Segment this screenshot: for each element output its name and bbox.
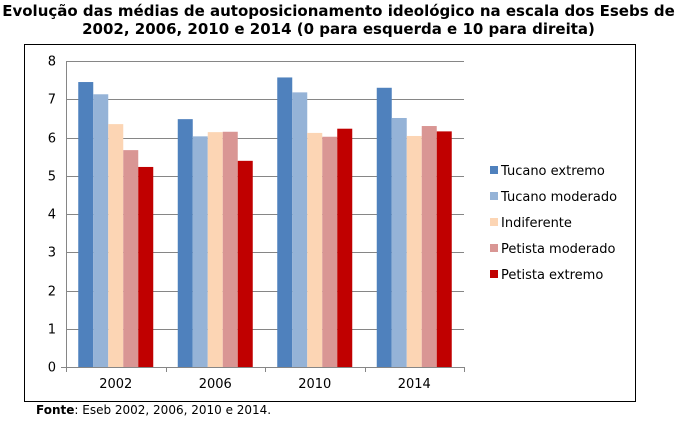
chart-title-line-2: 2002, 2006, 2010 e 2014 (0 para esquerda… <box>82 20 595 38</box>
y-tick-label-3: 3 <box>48 246 56 261</box>
legend-label-tucano-moderado: Tucano moderado <box>500 190 617 205</box>
bar-2014-petista-extremo <box>436 131 452 367</box>
bar-2010-indiferente <box>307 132 323 367</box>
bar-2002-petista-extremo <box>138 166 154 367</box>
bar-2010-petista-moderado <box>322 136 338 367</box>
bars <box>78 77 452 368</box>
bar-2006-tucano-extremo <box>177 119 193 367</box>
y-tick-label-4: 4 <box>48 208 56 223</box>
chart-title: Evolução das médias de autoposicionament… <box>0 2 677 38</box>
y-tick-label-8: 8 <box>48 55 56 70</box>
legend-swatch-petista-extremo <box>490 270 498 278</box>
legend-label-indiferente: Indiferente <box>501 216 572 231</box>
legend-label-petista-extremo: Petista extremo <box>501 268 603 283</box>
bar-2010-petista-extremo <box>337 128 353 367</box>
bar-2002-petista-moderado <box>123 150 139 367</box>
bar-2006-petista-extremo <box>237 160 253 367</box>
legend-swatch-indiferente <box>490 218 498 226</box>
bar-2010-tucano-moderado <box>292 92 308 368</box>
x-tick-label-2010: 2010 <box>298 377 331 392</box>
x-tick-label-2006: 2006 <box>199 377 232 392</box>
y-tick-label-6: 6 <box>48 132 56 147</box>
bar-2002-tucano-moderado <box>93 94 109 367</box>
bar-2010-tucano-extremo <box>277 77 293 367</box>
bar-2014-tucano-moderado <box>391 117 407 368</box>
bar-2014-tucano-extremo <box>376 87 392 368</box>
bar-2014-petista-moderado <box>421 126 437 368</box>
bar-2006-tucano-moderado <box>192 136 208 367</box>
source-label: Fonte <box>36 403 75 417</box>
bar-2006-petista-moderado <box>222 131 238 367</box>
y-tick-label-7: 7 <box>48 93 56 108</box>
legend-swatch-tucano-extremo <box>490 166 498 174</box>
x-tick-label-2002: 2002 <box>99 377 132 392</box>
y-tick-label-2: 2 <box>48 285 56 300</box>
source-text: : Eseb 2002, 2006, 2010 e 2014. <box>74 403 272 417</box>
y-tick-label-1: 1 <box>48 323 56 338</box>
source-note: Fonte: Eseb 2002, 2006, 2010 e 2014. <box>36 403 271 417</box>
bar-2002-indiferente <box>108 124 124 367</box>
legend-swatch-tucano-moderado <box>490 192 498 200</box>
axes: 0 1 2 3 4 5 6 7 8 2002 2006 2010 2014 <box>48 55 465 392</box>
chart-title-line-1: Evolução das médias de autoposicionament… <box>2 2 675 20</box>
x-tick-label-2014: 2014 <box>398 377 431 392</box>
bar-2014-indiferente <box>406 135 422 367</box>
legend-swatch-petista-moderado <box>490 244 498 252</box>
bar-2006-indiferente <box>207 132 223 367</box>
legend: Tucano extremo Tucano moderado Indiferente… <box>490 164 617 283</box>
legend-label-petista-moderado: Petista moderado <box>501 242 615 257</box>
bar-2002-tucano-extremo <box>78 82 94 367</box>
y-tick-label-0: 0 <box>48 361 56 376</box>
chart-frame <box>24 44 636 402</box>
y-tick-label-5: 5 <box>48 170 56 185</box>
legend-label-tucano-extremo: Tucano extremo <box>500 164 605 179</box>
